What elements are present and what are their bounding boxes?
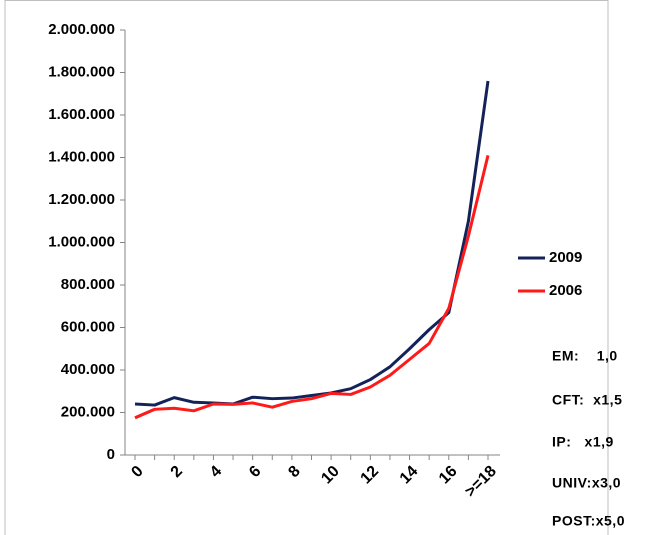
- y-tick-label: 400.000: [61, 361, 115, 378]
- y-tick-label: 2.000.000: [48, 21, 115, 38]
- y-tick-label: 1.600.000: [48, 106, 115, 123]
- annotation: UNIV:x3,0: [552, 475, 621, 491]
- annotation: POST:x5,0: [552, 513, 625, 529]
- legend-label: 2009: [549, 249, 582, 266]
- x-tick-label: 14: [397, 463, 422, 488]
- x-tick-label: 8: [285, 463, 303, 481]
- x-tick-label: 12: [358, 463, 383, 488]
- y-tick-label: 1.000.000: [48, 233, 115, 250]
- x-tick-label: 16: [436, 463, 461, 488]
- x-tick-label: 10: [318, 463, 343, 488]
- annotation: CFT: x1,5: [552, 392, 622, 408]
- y-tick-label: 1.200.000: [48, 191, 115, 208]
- y-tick-label: 0: [107, 446, 115, 463]
- y-tick-label: 200.000: [61, 403, 115, 420]
- y-tick-label: 1.800.000: [48, 63, 115, 80]
- y-tick-label: 800.000: [61, 276, 115, 293]
- y-tick-label: 1.400.000: [48, 148, 115, 165]
- series-line: [134, 80, 490, 407]
- x-tick-label: 4: [207, 463, 225, 481]
- x-tick-label: 0: [128, 463, 146, 481]
- x-tick-label: 6: [246, 463, 264, 481]
- legend-label: 2006: [549, 282, 582, 299]
- y-tick-label: 600.000: [61, 318, 115, 335]
- series-line: [134, 155, 490, 420]
- x-tick-label: >=18: [462, 463, 500, 501]
- annotation: EM: 1,0: [552, 348, 618, 364]
- annotation: IP: x1,9: [552, 434, 614, 450]
- x-tick-label: 2: [168, 463, 186, 481]
